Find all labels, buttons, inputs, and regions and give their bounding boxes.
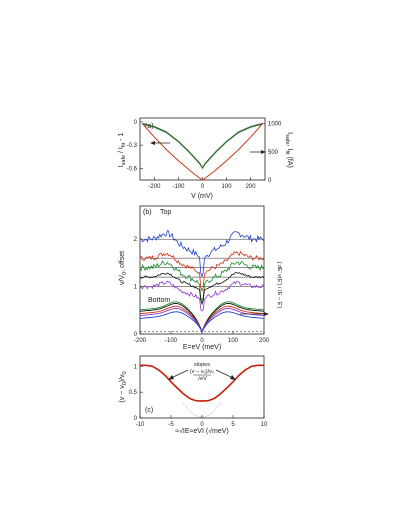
panel-c-arrow-left <box>168 369 189 380</box>
panel-a-series <box>142 122 263 181</box>
panel-b-xlabel: E=eV (meV) <box>183 344 221 351</box>
panel-b-series <box>139 230 265 333</box>
x-tick-label: 100 <box>222 184 233 190</box>
series-line-0 <box>140 364 264 402</box>
series-line-1 <box>142 123 263 170</box>
panel-c-arrow-right <box>215 369 236 380</box>
panel-a-xlabel: V (mV) <box>191 193 213 200</box>
panel-b-baselines <box>140 238 264 332</box>
x-tick-label: 200 <box>259 338 270 344</box>
bottom-series-4 <box>139 311 265 333</box>
panel-c-xlabel: ≈√IE≈eVI (√meV) <box>175 427 229 435</box>
y-tick-label: 0 <box>134 332 138 338</box>
x-tick-label: 0 <box>200 338 204 344</box>
panel-c-label: (c) <box>145 407 153 414</box>
panel-a: (a) V (mV) -200 -100 0 100 200 0 -0.3 -0.6 100… <box>118 117 293 200</box>
panel-c-annotation-1: slopes <box>194 362 210 368</box>
top-series-4 <box>139 280 265 312</box>
panel-a-yticks-left: 0 -0.3 -0.6 <box>127 120 143 172</box>
panel-b-right-axis-label: ∫ dE' ν(E') / (E − E') <box>276 261 282 309</box>
panel-b-label: (b) <box>143 209 152 216</box>
panel-c-annotation-2: (v − v₀)/v₀ <box>190 369 214 375</box>
bottom-series-2 <box>139 305 265 333</box>
x-tick-label: 5 <box>231 422 235 428</box>
x-tick-label: -100 <box>172 184 185 190</box>
top-series-0 <box>139 230 265 278</box>
panel-b-bottom-label: Bottom <box>148 297 170 304</box>
panel-a-frame <box>139 117 266 181</box>
y-tick-label: -0.6 <box>127 166 138 172</box>
panel-c-yticks: 10.50 <box>129 364 143 422</box>
y-tick-label: -0.3 <box>127 143 138 149</box>
panel-b-xticks: -200 -100 0 100 200 <box>134 331 270 344</box>
x-tick-label: -100 <box>165 338 178 344</box>
x-tick-label: 0 <box>201 184 205 190</box>
center-dotted-curve <box>183 402 221 418</box>
x-tick-label: -10 <box>136 422 145 428</box>
top-series-3 <box>139 271 265 306</box>
x-tick-label: 0 <box>200 422 204 428</box>
y-tick-label: 0 <box>134 120 138 126</box>
panel-c-xticks: -10 -5 0 5 10 <box>136 415 268 428</box>
panel-c-annotation-3: √eV <box>197 375 207 382</box>
y-right-tick-label: 500 <box>268 150 279 156</box>
x-tick-label: -200 <box>134 338 147 344</box>
x-tick-label: -200 <box>148 184 161 190</box>
x-tick-label: -5 <box>168 422 174 428</box>
y-tick-label: 1 <box>134 285 138 291</box>
series-line-2 <box>142 123 263 181</box>
panel-b-arrow <box>240 312 269 316</box>
y-right-tick-label: 0 <box>268 178 272 184</box>
panel-c-series <box>140 364 264 418</box>
y-tick-label: 0 <box>134 416 138 422</box>
panel-c-ylabel: (v − v0)/v0 <box>119 371 128 402</box>
x-tick-label: 200 <box>246 184 257 190</box>
panel-c: (c) ≈√IE≈eVI (√meV) -10 -5 0 5 10 10.50 (v −… <box>119 355 268 435</box>
panel-a-arrow-left <box>150 141 170 145</box>
panel-a-xticks: -200 -100 0 100 200 <box>148 177 256 190</box>
panel-a-arrow-right <box>250 150 266 154</box>
panel-b-top-label: Top <box>160 209 171 216</box>
y-tick-label: 0.5 <box>129 390 138 396</box>
panel-b-ylabel: v/V0, offset <box>119 251 128 285</box>
x-tick-label: 100 <box>228 338 239 344</box>
panel-a-ylabel-right: Isafe, Ifit (fA) <box>284 132 293 168</box>
top-series-2 <box>139 260 265 303</box>
x-tick-label: 10 <box>261 422 268 428</box>
y-right-tick-label: 1000 <box>268 122 282 128</box>
panel-b: (b) Top Bottom E=eV (meV) -200 -100 0 100 20… <box>119 205 282 351</box>
bottom-series-3 <box>139 308 265 333</box>
panel-a-ylabel-left: Isafe / Ifit - 1 <box>118 133 127 168</box>
panel-a-label: (a) <box>145 123 154 130</box>
y-tick-label: 1 <box>134 364 138 370</box>
y-tick-label: 2 <box>134 237 138 243</box>
top-series-1 <box>139 250 265 293</box>
panel-b-frame <box>139 205 265 335</box>
